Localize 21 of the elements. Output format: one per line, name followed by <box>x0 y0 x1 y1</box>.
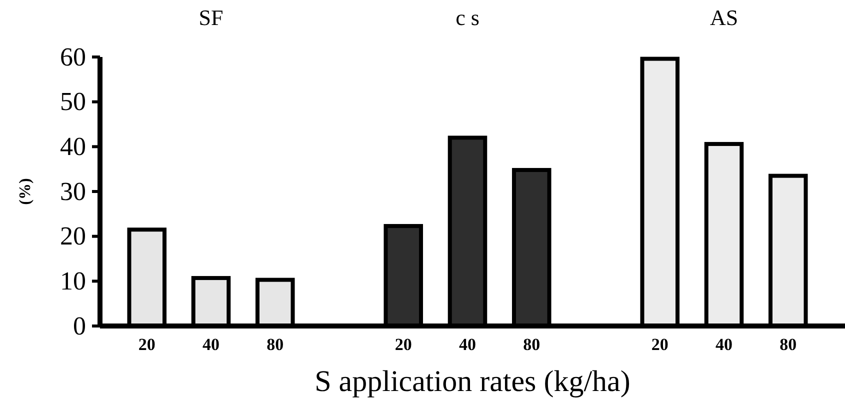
y-tick-label: 10 <box>60 266 86 296</box>
y-tick-label: 60 <box>60 42 86 72</box>
x-tick-label: 20 <box>394 335 412 354</box>
y-tick-label: 20 <box>60 222 86 251</box>
y-tick-label: 0 <box>73 311 86 340</box>
text: c s <box>456 5 480 30</box>
x-tick-label: 20 <box>138 335 156 354</box>
y-axis-title: (%) <box>17 178 34 205</box>
y-tick-label: 30 <box>60 176 86 206</box>
y-tick-label: 40 <box>60 132 86 161</box>
x-tick-label: 40 <box>202 335 220 354</box>
x-tick-label: 20 <box>651 335 668 354</box>
x-tick-label: 40 <box>459 335 476 354</box>
x-tick-label: 40 <box>716 335 732 354</box>
x-axis-title: S application rates (kg/ha) <box>314 365 630 398</box>
x-tick-label: 80 <box>523 335 540 354</box>
text: AS <box>710 5 738 30</box>
y-tick-label: 50 <box>60 87 86 116</box>
x-tick-label: 80 <box>780 335 797 354</box>
text: SF <box>198 5 224 30</box>
x-tick-label: 80 <box>266 335 284 354</box>
